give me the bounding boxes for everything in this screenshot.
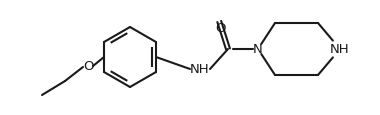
Text: O: O [216,21,226,34]
Text: NH: NH [190,63,210,76]
Text: NH: NH [330,43,350,56]
Text: O: O [83,60,93,73]
Text: N: N [253,43,263,56]
